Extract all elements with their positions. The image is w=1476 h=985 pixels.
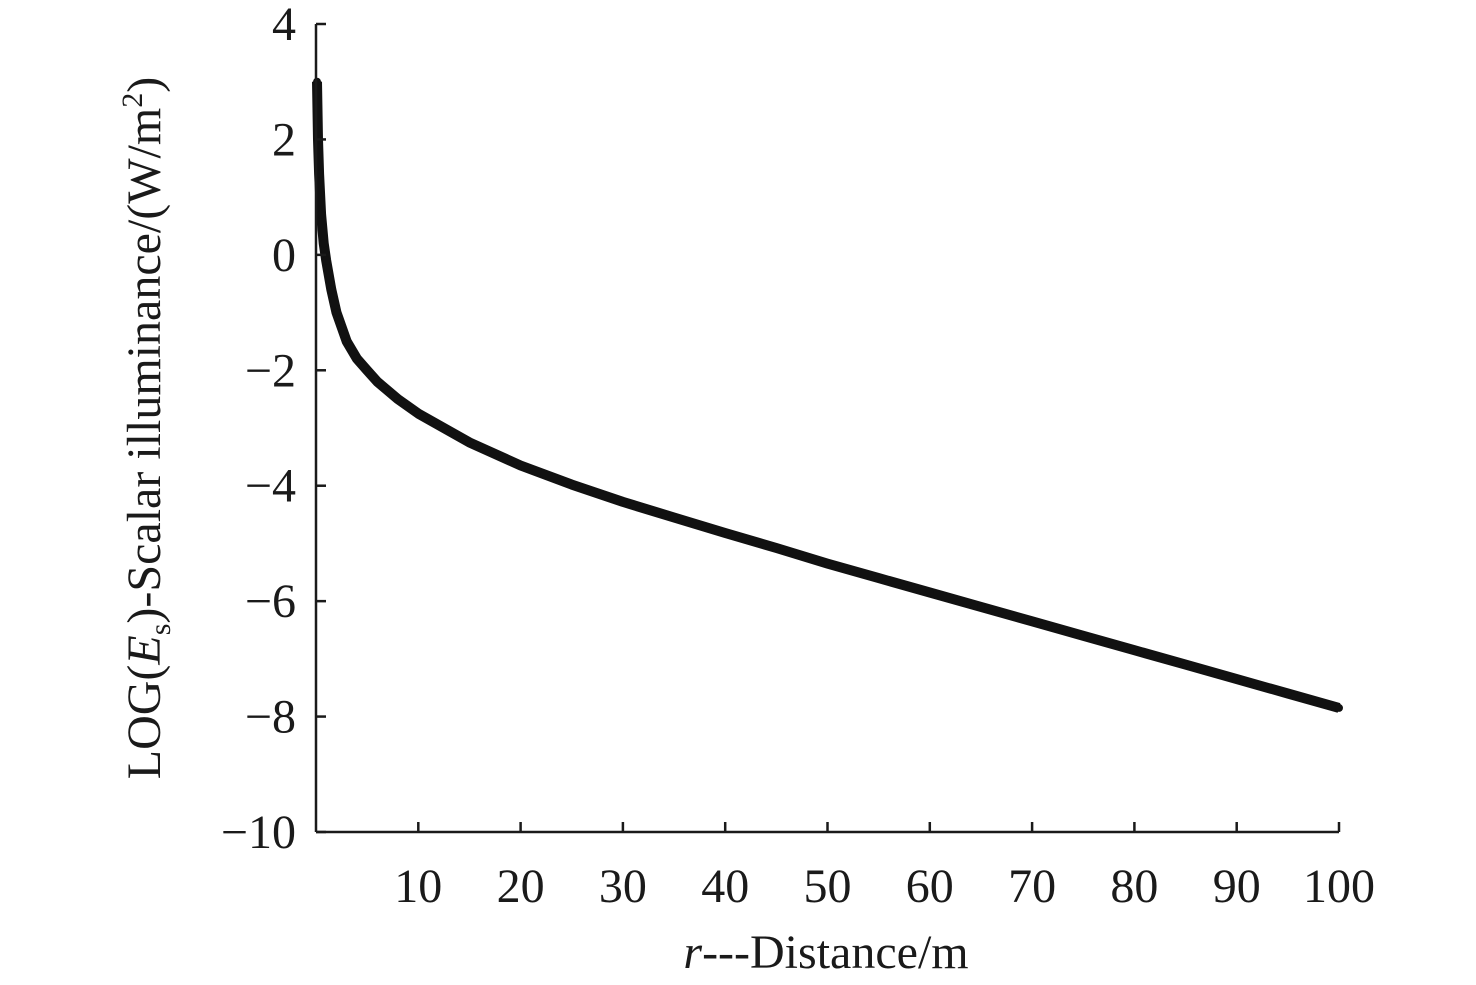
data-point [319, 239, 328, 248]
data-point [1181, 660, 1190, 669]
data-point [373, 377, 382, 386]
y-axis-symbol: E [118, 635, 171, 665]
y-tick-label: 0 [272, 229, 296, 282]
x-tick-label: 60 [906, 860, 954, 913]
y-axis-subscript: s [144, 624, 177, 636]
y-tick-label: −2 [245, 344, 296, 397]
x-tick-label: 20 [497, 860, 545, 913]
y-tick-label: −4 [245, 460, 296, 513]
data-point [332, 308, 341, 317]
data-point [1232, 675, 1241, 684]
x-tick-label: 40 [701, 860, 749, 913]
data-point [721, 529, 730, 538]
x-tick-label: 30 [599, 860, 647, 913]
data-point [327, 285, 336, 294]
x-tick-label: 10 [394, 860, 442, 913]
y-tick-label: 4 [272, 0, 296, 51]
y-tick-label: −6 [245, 575, 296, 628]
y-axis-prefix: LOG( [118, 665, 171, 780]
data-point [1130, 646, 1139, 655]
data-point [772, 544, 781, 553]
x-axis-variable: r [683, 926, 702, 979]
x-tick-label: 80 [1110, 860, 1158, 913]
data-point [516, 461, 525, 470]
plot-area [312, 77, 1343, 713]
x-tick-label: 50 [804, 860, 852, 913]
x-tick-label: 100 [1303, 860, 1375, 913]
data-point [317, 210, 326, 219]
data-point [874, 574, 883, 583]
data-point [414, 409, 423, 418]
data-point [322, 256, 331, 265]
y-axis-superscript: 2 [116, 93, 149, 108]
data-point [363, 366, 372, 375]
data-point [1283, 689, 1292, 698]
data-point [465, 438, 474, 447]
data-point [352, 354, 361, 363]
axes [314, 24, 1339, 834]
series-line [312, 81, 1341, 713]
data-point [823, 559, 832, 568]
data-point [342, 337, 351, 346]
y-axis-middle: )-Scalar illuminance/(W/m [118, 108, 171, 624]
data-point [1028, 617, 1037, 626]
data-point [393, 395, 402, 404]
y-tick-label: −10 [221, 806, 296, 859]
data-point [567, 480, 576, 489]
data-point [1335, 703, 1343, 712]
y-tick-label: 2 [272, 113, 296, 166]
x-tick-label: 90 [1213, 860, 1261, 913]
data-point [976, 602, 985, 611]
y-axis-suffix: ) [118, 77, 171, 93]
y-tick-label: −8 [245, 691, 296, 744]
data-point [618, 497, 627, 506]
data-point [670, 513, 679, 522]
x-axis-label: ---Distance/m [702, 926, 969, 979]
x-tick-label: 70 [1008, 860, 1056, 913]
y-axis-title: LOG(Es)-Scalar illuminance/(W/m2) [116, 77, 177, 779]
data-point [1079, 631, 1088, 640]
x-axis-title: r---Distance/m [683, 926, 968, 979]
data-point [925, 588, 934, 597]
